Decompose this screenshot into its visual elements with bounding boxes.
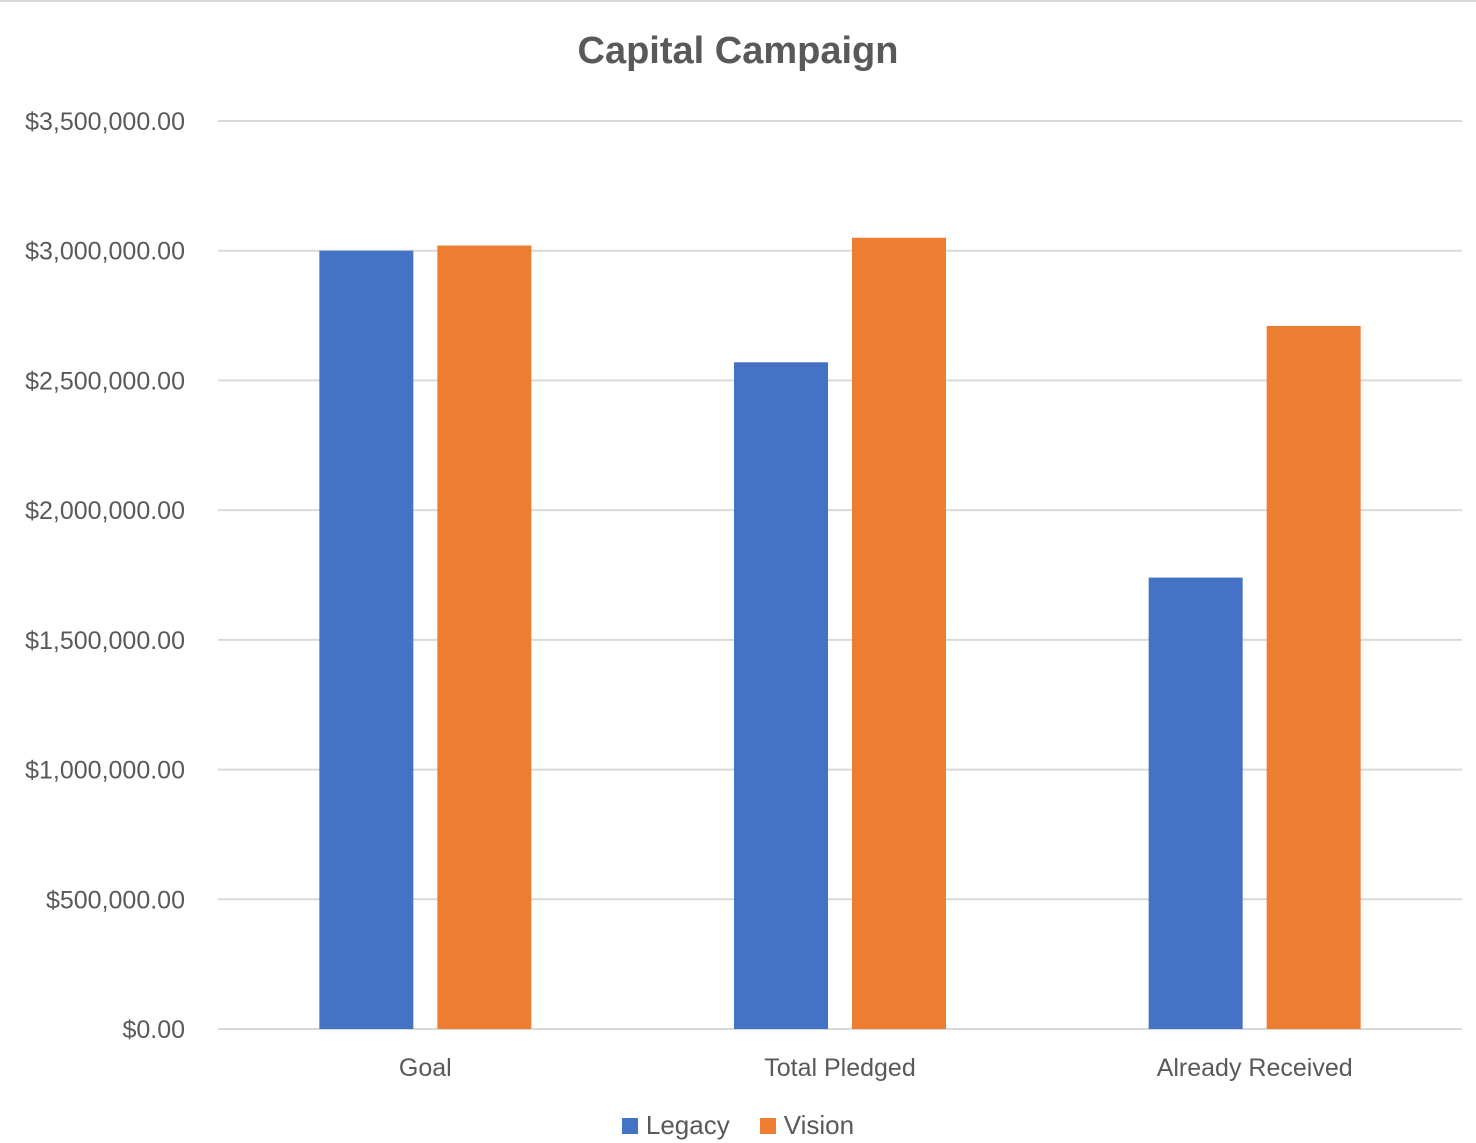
bar-vision-goal bbox=[437, 245, 532, 1030]
y-tick-label: $3,500,000.00 bbox=[25, 108, 185, 136]
bar-legacy-already-received bbox=[1148, 577, 1243, 1029]
x-tick-label: Goal bbox=[399, 1054, 452, 1082]
legend-label: Vision bbox=[783, 1110, 855, 1140]
bar-vision-already-received bbox=[1266, 325, 1361, 1029]
bar-legacy-goal bbox=[319, 250, 414, 1029]
legend-swatch bbox=[759, 1117, 776, 1134]
y-tick-label: $0.00 bbox=[122, 1016, 185, 1044]
y-tick-label: $500,000.00 bbox=[46, 886, 185, 914]
bar-vision-total-pledged bbox=[852, 237, 946, 1029]
legend-swatch bbox=[621, 1117, 638, 1134]
y-tick-label: $1,000,000.00 bbox=[25, 757, 185, 785]
chart-title: Capital Campaign bbox=[577, 30, 899, 72]
y-tick-label: $3,000,000.00 bbox=[25, 238, 185, 266]
legend-label: Legacy bbox=[645, 1110, 730, 1140]
x-tick-label: Total Pledged bbox=[764, 1054, 916, 1082]
chart-legend: Legacy Vision bbox=[0, 1110, 1476, 1141]
x-tick-label: Already Received bbox=[1157, 1054, 1353, 1082]
bar-legacy-total-pledged bbox=[734, 362, 828, 1030]
y-tick-label: $2,000,000.00 bbox=[25, 497, 185, 525]
legend-item-legacy: Legacy bbox=[621, 1110, 730, 1141]
y-tick-label: $1,500,000.00 bbox=[25, 627, 185, 655]
y-tick-label: $2,500,000.00 bbox=[25, 367, 185, 395]
legend-item-vision: Vision bbox=[759, 1110, 855, 1141]
